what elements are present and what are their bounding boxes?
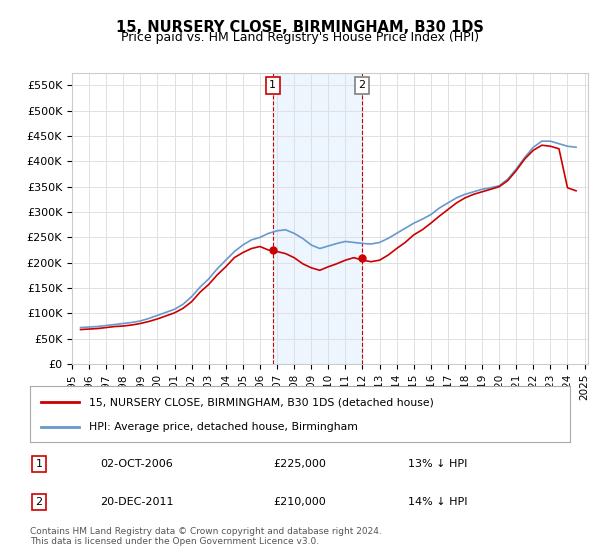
Text: 2: 2 [358, 81, 365, 91]
Bar [273, 73, 362, 364]
Text: Price paid vs. HM Land Registry's House Price Index (HPI): Price paid vs. HM Land Registry's House … [121, 31, 479, 44]
Text: 2: 2 [35, 497, 43, 507]
Text: £210,000: £210,000 [273, 497, 326, 507]
Text: 20-DEC-2011: 20-DEC-2011 [100, 497, 174, 507]
Text: 15, NURSERY CLOSE, BIRMINGHAM, B30 1DS: 15, NURSERY CLOSE, BIRMINGHAM, B30 1DS [116, 20, 484, 35]
Text: 1: 1 [35, 459, 43, 469]
Text: 1: 1 [269, 81, 276, 91]
Text: HPI: Average price, detached house, Birmingham: HPI: Average price, detached house, Birm… [89, 422, 358, 432]
Text: Contains HM Land Registry data © Crown copyright and database right 2024.
This d: Contains HM Land Registry data © Crown c… [30, 526, 382, 546]
Text: £225,000: £225,000 [273, 459, 326, 469]
Text: 02-OCT-2006: 02-OCT-2006 [100, 459, 173, 469]
Text: 14% ↓ HPI: 14% ↓ HPI [408, 497, 467, 507]
Text: 15, NURSERY CLOSE, BIRMINGHAM, B30 1DS (detached house): 15, NURSERY CLOSE, BIRMINGHAM, B30 1DS (… [89, 397, 434, 407]
Text: 13% ↓ HPI: 13% ↓ HPI [408, 459, 467, 469]
